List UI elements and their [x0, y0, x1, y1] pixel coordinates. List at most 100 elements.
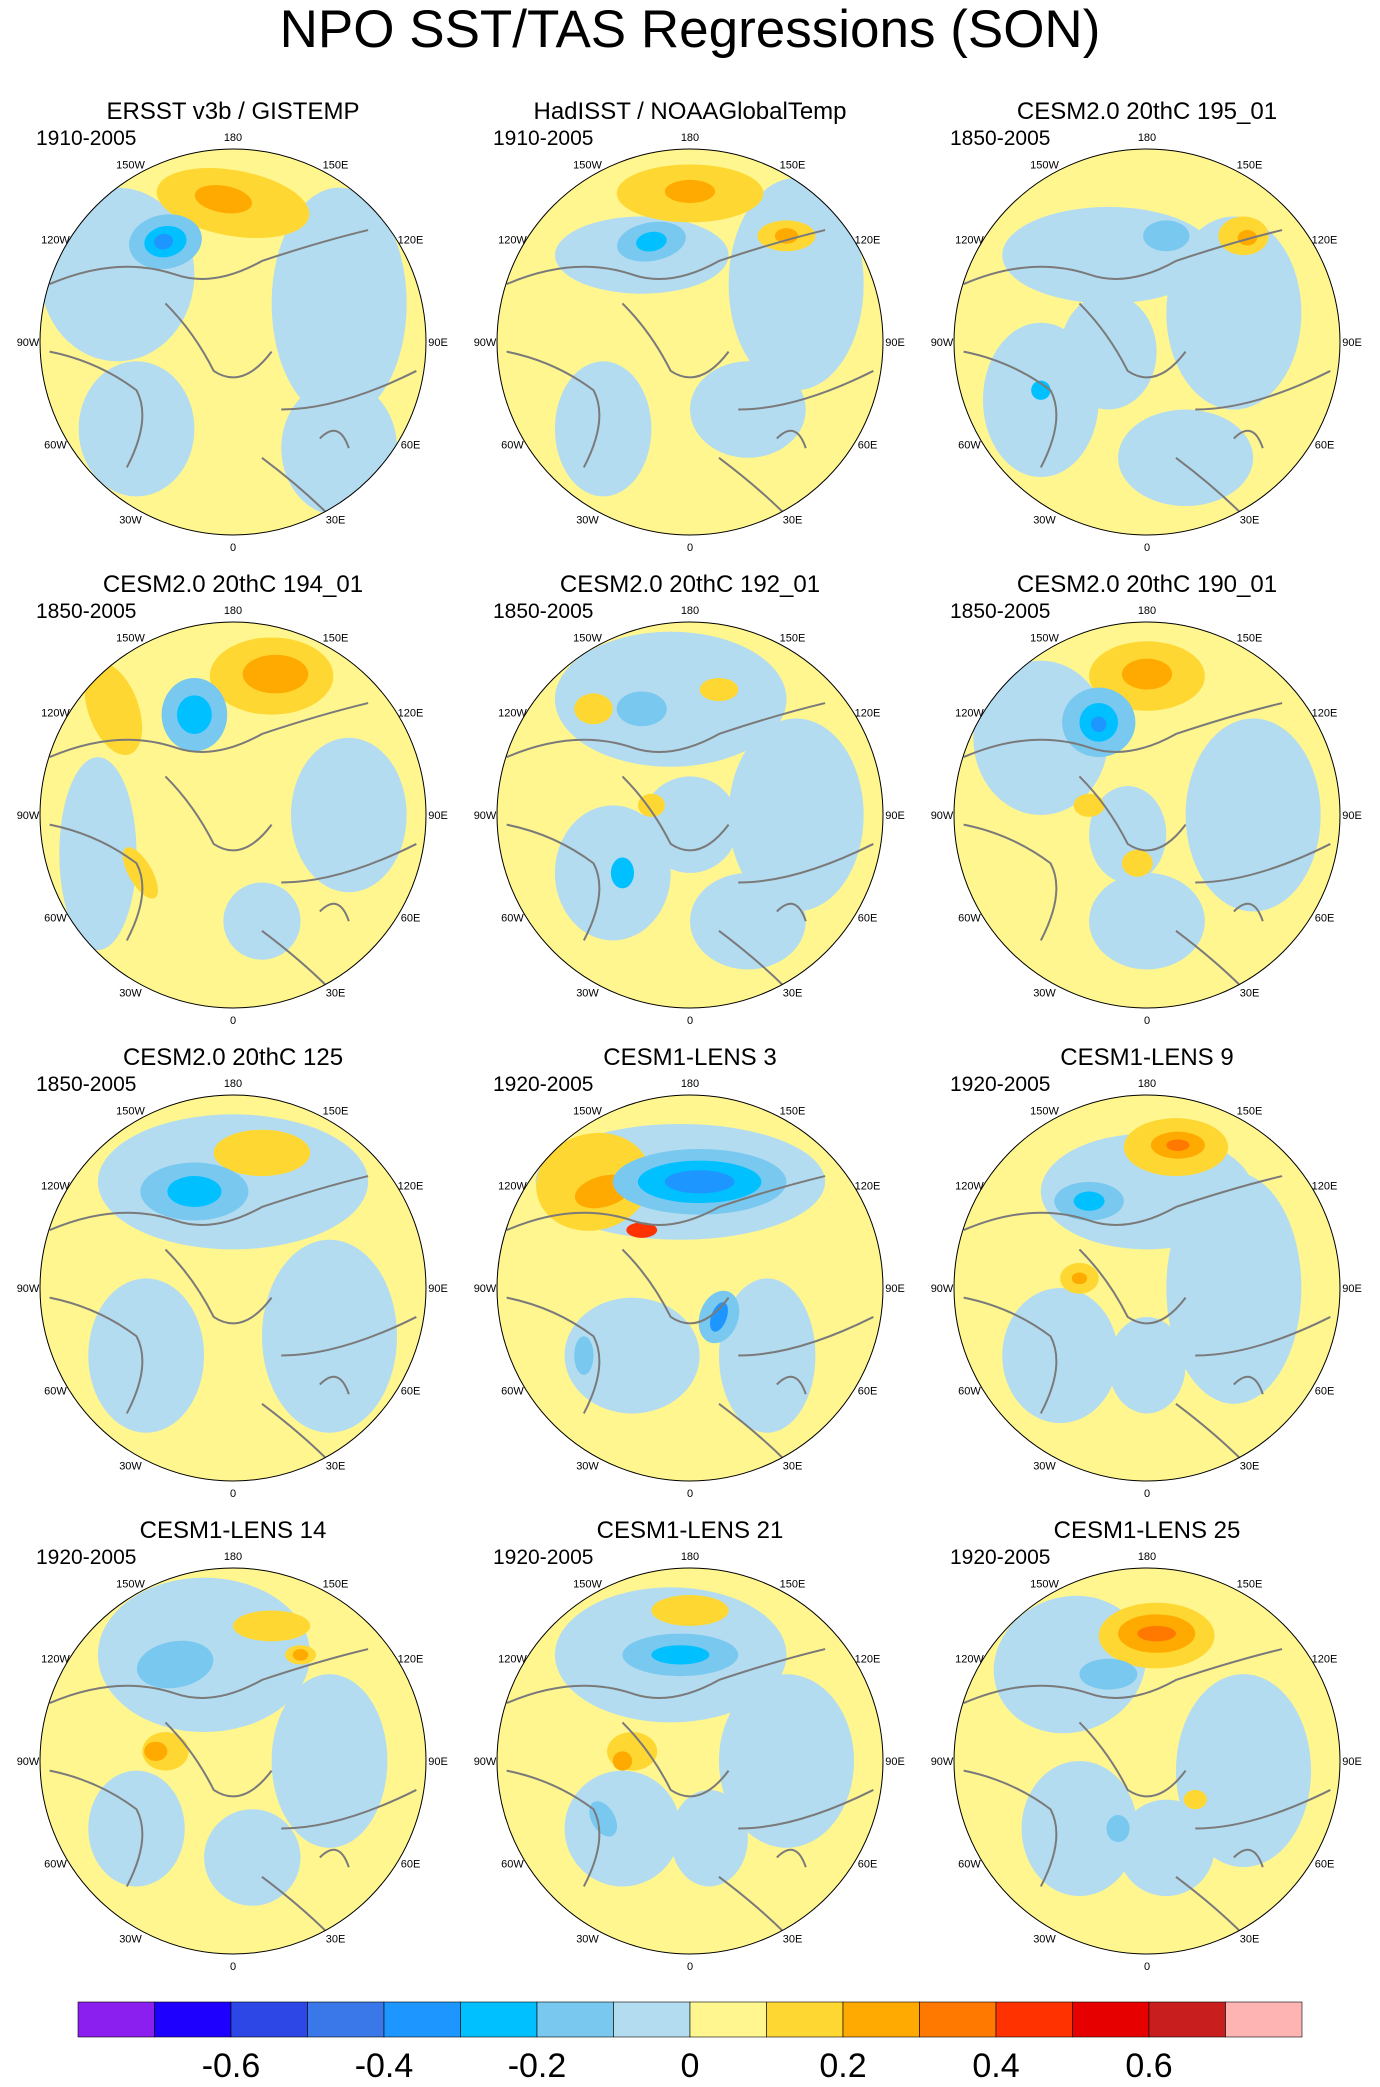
- anomaly-contour: [612, 1751, 633, 1771]
- colorbar-swatch: [766, 2001, 844, 2038]
- lon-label: 90W: [17, 810, 40, 822]
- anomaly-contour: [774, 228, 799, 244]
- lon-label: 150E: [323, 1578, 349, 1590]
- lon-label: 120E: [1312, 1181, 1338, 1193]
- lon-label: 60E: [401, 1386, 421, 1398]
- panel-period: 1920-2005: [493, 1073, 593, 1096]
- anomaly-contour: [1073, 793, 1105, 817]
- map-border: [496, 1094, 884, 1482]
- lon-label: 150E: [780, 1578, 806, 1590]
- anomaly-contour: [1183, 1789, 1207, 1810]
- anomaly-contour: [554, 631, 787, 767]
- lon-label: 120E: [398, 1654, 424, 1666]
- anomaly-contour: [1079, 1658, 1138, 1690]
- coastline: [963, 1175, 1331, 1463]
- lon-label: 150E: [1237, 632, 1263, 644]
- anomaly-contour: [1166, 1139, 1190, 1151]
- anomaly-contour: [616, 691, 667, 727]
- lon-label: 120E: [1312, 235, 1338, 247]
- colorbar-swatch: [842, 2001, 920, 2038]
- anomaly-contour: [1143, 220, 1190, 252]
- panel-title: CESM1-LENS 9: [1060, 1044, 1233, 1071]
- anomaly-contour: [59, 757, 137, 951]
- colorbar-tick-label: -0.6: [202, 2047, 261, 2085]
- lon-label: 120E: [398, 235, 424, 247]
- anomaly-contour: [641, 776, 739, 873]
- lon-label: 0: [230, 1488, 236, 1500]
- lon-label: 90W: [474, 1283, 497, 1295]
- anomaly-contour: [709, 1302, 728, 1332]
- anomaly-contour: [670, 1789, 748, 1887]
- anomaly-contour: [223, 882, 301, 960]
- lon-label: 60W: [501, 1859, 524, 1871]
- colorbar-swatch: [230, 2001, 308, 2038]
- anomaly-contour: [1175, 1674, 1312, 1868]
- anomaly-contour: [564, 1297, 700, 1414]
- anomaly-contour: [1031, 380, 1051, 400]
- lon-label: 120W: [955, 235, 984, 247]
- map-border: [39, 1094, 427, 1482]
- panel-title: CESM2.0 20thC 194_01: [103, 571, 363, 598]
- panel-title: ERSST v3b / GISTEMP: [107, 98, 360, 125]
- lon-label: 30W: [1033, 1461, 1056, 1473]
- anomaly-contour: [1121, 658, 1173, 690]
- lon-label: 30W: [1033, 515, 1056, 527]
- coastline: [49, 1175, 417, 1463]
- panel-period: 1920-2005: [36, 1546, 136, 1569]
- lon-label: 90E: [428, 337, 448, 349]
- panel-title: CESM2.0 20thC 190_01: [1017, 571, 1277, 598]
- coastline: [49, 702, 417, 990]
- lon-label: 30W: [576, 1461, 599, 1473]
- panel-title: HadISST / NOAAGlobalTemp: [533, 98, 846, 125]
- anomaly-contour: [699, 677, 739, 702]
- lon-label: 90E: [428, 810, 448, 822]
- anomaly-contour: [664, 179, 716, 204]
- lon-label: 30E: [1240, 1461, 1260, 1473]
- map-panel: 180 150W 120W 90W 60W 30W 0 30E 60E 90E 120E 150E Ha…: [474, 98, 905, 554]
- map-field: [954, 622, 1340, 1008]
- lon-label: 90W: [17, 337, 40, 349]
- anomaly-contour: [1002, 1288, 1119, 1424]
- map-border: [496, 1567, 884, 1955]
- lon-label: 60E: [858, 1386, 878, 1398]
- colorbar-swatch: [1072, 2001, 1150, 2038]
- lon-label: 30E: [326, 988, 346, 1000]
- lon-label: 60W: [501, 913, 524, 925]
- anomaly-contour: [664, 1170, 735, 1194]
- anomaly-contour: [1118, 1799, 1215, 1897]
- lon-label: 60E: [1315, 1386, 1335, 1398]
- panel-title: CESM1-LENS 3: [603, 1044, 776, 1071]
- lon-label: 60W: [958, 913, 981, 925]
- lon-label: 90W: [474, 810, 497, 822]
- panel-period: 1920-2005: [950, 1546, 1050, 1569]
- lon-label: 120W: [41, 235, 70, 247]
- lon-label: 30W: [576, 515, 599, 527]
- lon-label: 150W: [573, 1105, 602, 1117]
- lon-label: 0: [687, 1015, 693, 1027]
- lon-label: 90E: [1342, 337, 1362, 349]
- map-panel: 180 150W 120W 90W 60W 30W 0 30E 60E 90E 120E 150E CE…: [474, 571, 905, 1027]
- lon-label: 90E: [885, 1756, 905, 1768]
- anomaly-contour: [1060, 293, 1157, 410]
- lon-label: 60E: [858, 1859, 878, 1871]
- coastline: [963, 702, 1331, 990]
- lon-label: 0: [1144, 542, 1150, 554]
- colorbar-swatch: [995, 2001, 1073, 2038]
- anomaly-contour: [1106, 1815, 1130, 1843]
- lon-label: 180: [224, 605, 242, 617]
- anomaly-contour: [271, 187, 407, 420]
- lon-label: 0: [687, 1488, 693, 1500]
- map-panel: 180 150W 120W 90W 60W 30W 0 30E 60E 90E 120E 150E CE…: [474, 1044, 905, 1500]
- map-field: [40, 149, 426, 535]
- colorbar-swatch: [1148, 2001, 1226, 2038]
- colorbar-swatch: [536, 2001, 614, 2038]
- lon-label: 90W: [17, 1756, 40, 1768]
- lon-label: 30W: [576, 988, 599, 1000]
- lon-label: 30E: [783, 1461, 803, 1473]
- map-border: [953, 148, 1341, 536]
- lon-label: 90E: [1342, 1756, 1362, 1768]
- anomaly-contour: [144, 1741, 168, 1761]
- map-border: [39, 148, 427, 536]
- lon-label: 60W: [44, 1386, 67, 1398]
- colorbar-swatch: [460, 2001, 538, 2038]
